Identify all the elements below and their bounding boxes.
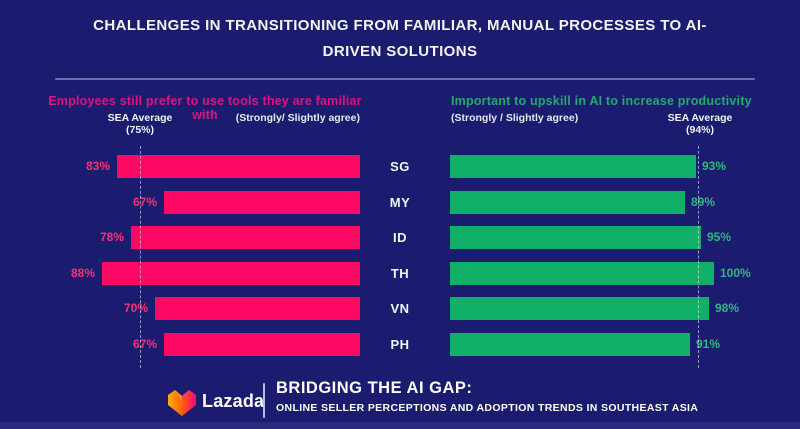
page-title: CHALLENGES IN TRANSITIONING FROM FAMILIA… (93, 17, 707, 60)
right-value-label: 89% (691, 194, 716, 209)
report-subtitle: ONLINE SELLER PERCEPTIONS AND ADOPTION T… (276, 402, 699, 414)
brand-name: Lazada (202, 391, 265, 411)
left-sea-average-line (140, 146, 142, 368)
left-value-label: 88% (70, 265, 95, 280)
left-value-label: 83% (85, 159, 110, 173)
right-bar (450, 155, 696, 178)
left-chart-subtitle: (Strongly/ Slightly agree) (235, 112, 360, 124)
country-label: ID (393, 230, 407, 245)
left-value-label: 78% (99, 230, 124, 244)
country-label: TH (390, 265, 410, 281)
right-sea-average-line (698, 146, 700, 368)
left-bar (164, 190, 360, 214)
lazada-logo-icon (168, 390, 196, 416)
report-title: BRIDGING THE AI GAP: (276, 379, 473, 397)
right-bar (450, 297, 709, 320)
left-bar (117, 155, 360, 178)
country-label: MY (389, 194, 411, 210)
left-sea-average-value: (75%) (125, 124, 154, 136)
right-value-label: 91% (696, 336, 721, 351)
right-bar (450, 190, 685, 214)
left-bar (131, 226, 360, 249)
left-chart-title: Employees still prefer to use tools they… (48, 94, 362, 122)
left-bar (155, 297, 360, 320)
right-bar (450, 332, 690, 356)
left-bar (164, 332, 360, 356)
left-sea-average-label: SEA Average (107, 112, 173, 124)
left-bar (102, 261, 360, 285)
right-sea-average-label: SEA Average (667, 112, 733, 124)
right-chart-title: Important to upskill in AI to increase p… (451, 94, 752, 108)
right-value-label: 98% (715, 301, 740, 315)
country-label: PH (390, 336, 410, 352)
right-value-label: 93% (702, 159, 727, 173)
right-chart-subtitle: (Strongly / Slightly agree) (451, 112, 579, 124)
right-sea-average-value: (94%) (685, 124, 714, 136)
left-value-label: 70% (123, 301, 148, 315)
right-value-label: 100% (720, 265, 751, 280)
left-value-label: 67% (132, 336, 157, 351)
right-bar (450, 261, 714, 285)
left-value-label: 67% (132, 194, 157, 209)
country-label: SG (390, 159, 410, 174)
title-divider (55, 78, 755, 80)
right-bar (450, 226, 701, 249)
bottom-accent-bar (0, 422, 800, 429)
footer-divider (263, 383, 265, 418)
country-label: VN (390, 301, 410, 316)
right-value-label: 95% (707, 230, 732, 244)
